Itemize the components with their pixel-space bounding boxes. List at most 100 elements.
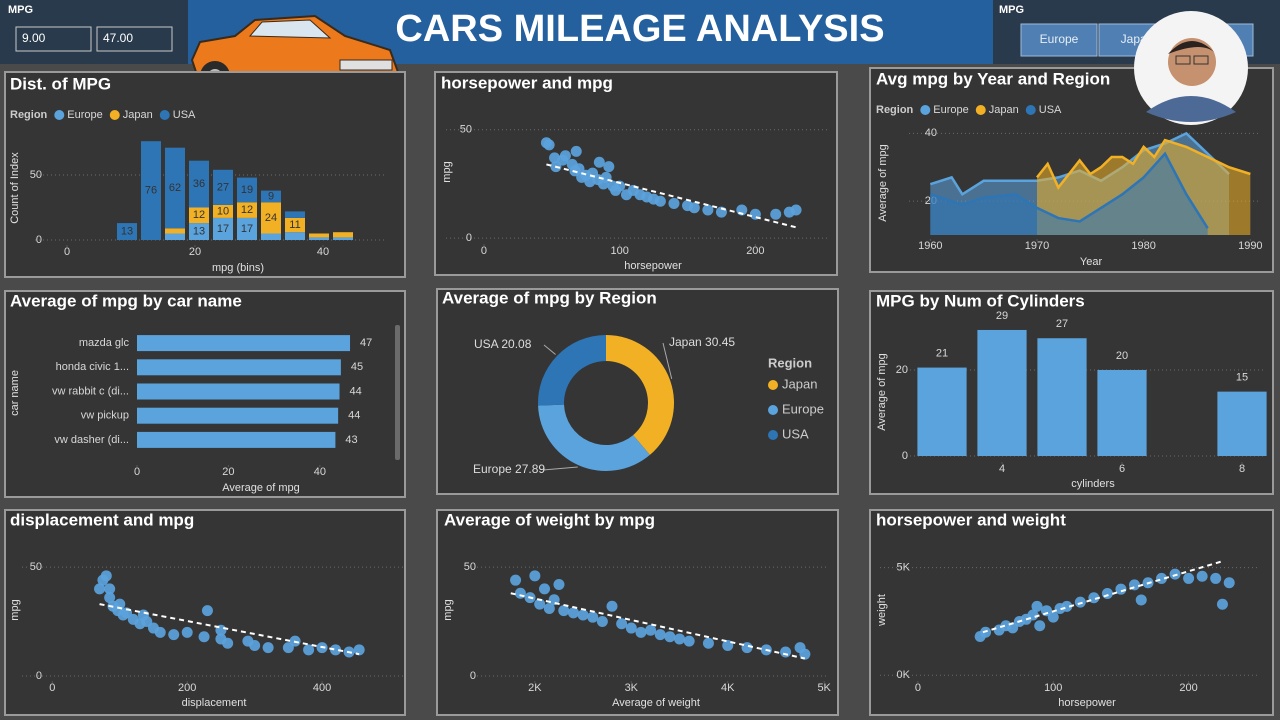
data-label: 44 xyxy=(350,385,362,397)
chart-title: displacement and mpg xyxy=(10,510,194,529)
scatter-point xyxy=(1169,568,1181,580)
bar xyxy=(1097,369,1147,456)
data-label: 44 xyxy=(348,410,360,422)
legend-swatch xyxy=(975,105,986,115)
y-tick-label: 40 xyxy=(925,127,937,139)
range-min-input[interactable] xyxy=(15,26,92,52)
bar xyxy=(137,431,336,448)
histogram-bar xyxy=(189,160,209,208)
range-max-text: 47.00 xyxy=(103,31,133,45)
x-axis-title: Year xyxy=(1080,256,1103,268)
scatter-point xyxy=(1047,611,1059,623)
x-axis-title: horsepower xyxy=(1058,697,1116,709)
y-tick-label: 0 xyxy=(36,670,42,682)
scatter-point xyxy=(654,629,666,641)
y-tick-label: 50 xyxy=(464,561,476,573)
scatter-point xyxy=(249,639,261,651)
y-tick-label: 20 xyxy=(896,364,908,376)
data-label: 12 xyxy=(241,204,253,216)
category-label: vw rabbit c (di... xyxy=(52,385,129,397)
slice-label: Japan 30.45 xyxy=(669,335,735,349)
scatter-point xyxy=(100,570,112,582)
panels xyxy=(4,67,1274,716)
y-axis-title: mpg xyxy=(9,599,21,620)
data-label: 15 xyxy=(1236,372,1248,384)
histogram-bar xyxy=(189,223,209,240)
scatter-point xyxy=(114,598,126,610)
y-tick-label: 50 xyxy=(30,561,42,573)
scatter-point xyxy=(741,642,753,654)
scatter-point xyxy=(558,605,570,617)
histogram-bar xyxy=(309,237,329,240)
scatter-point xyxy=(596,616,608,628)
panel xyxy=(869,509,1274,716)
data-label: 9 xyxy=(268,190,274,202)
scatter-point xyxy=(510,574,522,586)
scatter-point xyxy=(553,579,565,591)
scatter-point xyxy=(1031,600,1043,612)
x-tick-label: 4K xyxy=(721,682,735,694)
panel xyxy=(436,509,839,716)
scatter-point xyxy=(616,618,628,630)
slice-value: 20.08 xyxy=(501,337,531,351)
area-line xyxy=(929,151,1209,229)
x-tick-label: 6 xyxy=(1119,463,1125,475)
histogram-bar xyxy=(309,233,329,238)
chart: Avg mpg by Year and Region20401960197019… xyxy=(876,69,1263,267)
x-tick-label: 100 xyxy=(1044,682,1062,694)
scatter-point xyxy=(1156,572,1168,584)
data-label: 20 xyxy=(1116,350,1128,362)
data-label: 62 xyxy=(169,182,181,194)
x-tick-label: 0 xyxy=(134,466,140,478)
category-label: mazda glc xyxy=(79,337,130,349)
histogram-bar xyxy=(141,141,161,240)
scatter-point xyxy=(222,637,234,649)
scatter-point xyxy=(94,583,106,595)
x-axis-title: horsepower xyxy=(624,260,682,272)
trend-line xyxy=(546,163,797,229)
scatter-point xyxy=(168,629,180,641)
scatter-point xyxy=(587,611,599,623)
scatter-point xyxy=(539,583,551,595)
chart-title: Average of mpg by car name xyxy=(10,291,242,310)
scatter-point xyxy=(1115,583,1127,595)
scrollbar[interactable] xyxy=(395,325,400,460)
scatter-point xyxy=(543,602,555,614)
range-max-input[interactable] xyxy=(96,26,173,52)
chart-title: Average of mpg by Region xyxy=(442,288,657,307)
scatter-point xyxy=(780,646,792,658)
slice-name: USA xyxy=(474,337,499,351)
leader-line xyxy=(542,466,578,471)
scatter-point xyxy=(154,626,166,638)
chart: Average of mpg by car name 0 20 40 Average o… xyxy=(9,291,400,494)
region-button[interactable] xyxy=(1020,23,1098,57)
histogram-bar xyxy=(189,207,209,224)
x-tick-label: 8 xyxy=(1239,463,1245,475)
chart: displacement and mpg 0 50 0 200 400 displaceme… xyxy=(9,510,403,709)
x-tick-label: 100 xyxy=(611,245,629,257)
histogram-bar xyxy=(333,232,353,238)
trend-line xyxy=(99,603,360,656)
x-tick-label: 40 xyxy=(317,246,329,258)
chart: Average of mpg by Region Japan 30.45 Europ… xyxy=(442,288,824,476)
category-label: honda civic 1... xyxy=(56,361,129,373)
x-tick-label: 400 xyxy=(313,682,331,694)
x-tick-label: 200 xyxy=(746,245,764,257)
scatter-point xyxy=(614,180,626,192)
chart: Dist. of MPG 0 50 0 20 40 mpg (bins) Count of I… xyxy=(9,74,387,274)
scatter-point xyxy=(353,644,365,656)
legend-swatch xyxy=(54,110,65,120)
slicer-title: MPG xyxy=(999,4,1024,16)
scatter-point xyxy=(514,587,526,599)
scatter-point xyxy=(529,570,541,582)
chart-title: Dist. of MPG xyxy=(10,74,111,93)
x-tick-label: 0 xyxy=(49,682,55,694)
y-tick-label: 0K xyxy=(897,669,911,681)
x-tick-label: 20 xyxy=(189,246,201,258)
chart-title: Avg mpg by Year and Region xyxy=(876,69,1110,88)
scatter-point xyxy=(668,197,680,209)
bar xyxy=(1037,338,1087,456)
scatter-point xyxy=(303,644,315,656)
x-tick-label: 1960 xyxy=(918,240,942,252)
